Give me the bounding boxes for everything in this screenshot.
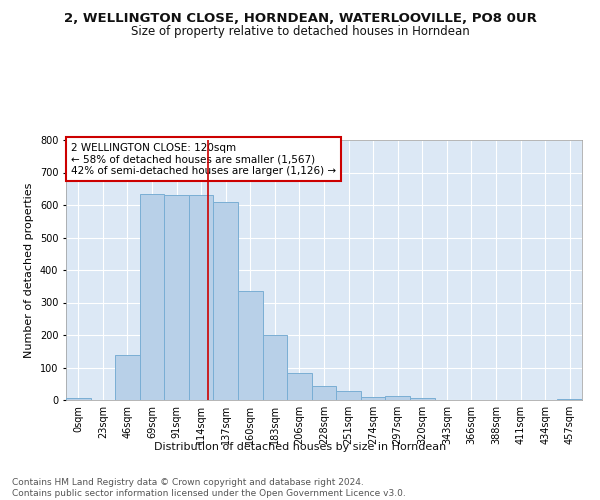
Bar — [336, 391, 361, 400]
Bar — [263, 335, 287, 400]
Bar — [66, 398, 91, 400]
Text: Size of property relative to detached houses in Horndean: Size of property relative to detached ho… — [131, 25, 469, 38]
Bar — [140, 194, 164, 400]
Text: Contains HM Land Registry data © Crown copyright and database right 2024.
Contai: Contains HM Land Registry data © Crown c… — [12, 478, 406, 498]
Bar — [410, 398, 434, 400]
Bar — [189, 195, 214, 400]
Text: 2 WELLINGTON CLOSE: 120sqm
← 58% of detached houses are smaller (1,567)
42% of s: 2 WELLINGTON CLOSE: 120sqm ← 58% of deta… — [71, 142, 336, 176]
Text: 2, WELLINGTON CLOSE, HORNDEAN, WATERLOOVILLE, PO8 0UR: 2, WELLINGTON CLOSE, HORNDEAN, WATERLOOV… — [64, 12, 536, 26]
Bar — [287, 374, 312, 400]
Bar — [312, 386, 336, 400]
Bar — [214, 202, 238, 400]
Bar — [385, 396, 410, 400]
Y-axis label: Number of detached properties: Number of detached properties — [25, 182, 34, 358]
Bar — [557, 398, 582, 400]
Bar — [238, 291, 263, 400]
Bar — [164, 195, 189, 400]
Text: Distribution of detached houses by size in Horndean: Distribution of detached houses by size … — [154, 442, 446, 452]
Bar — [361, 397, 385, 400]
Bar — [115, 354, 140, 400]
